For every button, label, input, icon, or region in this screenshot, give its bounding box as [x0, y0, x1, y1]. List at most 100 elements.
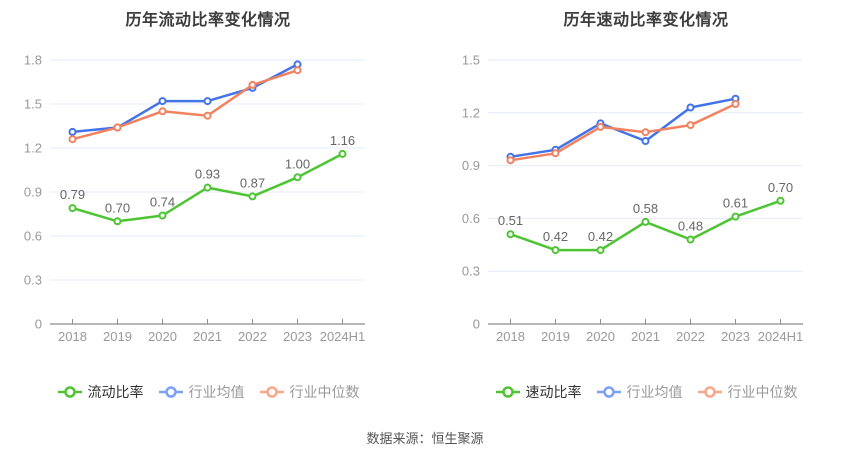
- svg-text:1.2: 1.2: [24, 141, 42, 156]
- series-line-1: [68, 60, 302, 136]
- line-circle-marker-icon: [495, 386, 520, 398]
- series-line-1: [506, 94, 740, 161]
- data-point-marker: [113, 217, 122, 226]
- data-source-note: 数据来源：恒生聚源: [366, 431, 484, 446]
- chart-legend: 速动比率 行业均值 行业中位数: [446, 381, 846, 403]
- legend-item-label: 流动比率: [87, 384, 144, 400]
- data-point-label: 0.87: [240, 175, 265, 190]
- svg-text:2020: 2020: [148, 329, 177, 344]
- data-point-label: 0.51: [498, 213, 523, 228]
- data-point-marker: [686, 103, 695, 112]
- svg-text:0.9: 0.9: [462, 158, 480, 173]
- chart-title: 历年流动比率变化情况: [125, 12, 291, 29]
- chart-legend: 流动比率 行业均值 行业中位数: [8, 381, 408, 403]
- legend-item-label: 行业中位数: [727, 384, 798, 400]
- chart-title: 历年速动比率变化情况: [563, 12, 729, 29]
- line-circle-marker-icon: [158, 386, 183, 398]
- svg-text:0.6: 0.6: [24, 229, 42, 244]
- data-point-label: 0.42: [588, 229, 613, 244]
- svg-text:0.9: 0.9: [24, 185, 42, 200]
- data-point-marker: [158, 211, 167, 220]
- svg-text:2020: 2020: [586, 329, 615, 344]
- svg-text:2024H1: 2024H1: [758, 329, 804, 344]
- svg-text:0.3: 0.3: [462, 264, 480, 279]
- data-point-label: 1.16: [330, 133, 355, 148]
- data-point-marker: [641, 137, 650, 145]
- y-axis: 0 0.3 0.6 0.9 1.2 1.5: [462, 53, 803, 332]
- data-point-marker: [338, 149, 347, 158]
- data-point-marker: [158, 97, 167, 106]
- data-point-marker: [113, 123, 122, 132]
- legend-item-industry-mean[interactable]: 行业均值: [158, 385, 245, 399]
- line-circle-marker-icon: [259, 386, 284, 398]
- svg-text:2018: 2018: [58, 329, 87, 344]
- current-ratio-chart-panel: 0 0.3 0.6 0.9 1.2 1.5 1.8 2018 2019 2020 2021 2022 2…: [0, 0, 425, 420]
- data-point-marker: [248, 192, 257, 201]
- legend-item-label: 速动比率: [525, 384, 582, 400]
- data-point-label: 0.93: [195, 167, 220, 182]
- data-point-marker: [248, 80, 257, 89]
- data-point-marker: [506, 230, 515, 239]
- data-point-marker: [203, 183, 212, 192]
- data-point-marker: [641, 217, 650, 226]
- svg-text:2023: 2023: [283, 329, 312, 344]
- data-point-marker: [68, 135, 77, 144]
- svg-text:2023: 2023: [721, 329, 750, 344]
- legend-item-label: 行业均值: [188, 384, 245, 400]
- svg-text:2021: 2021: [193, 329, 222, 344]
- svg-text:2022: 2022: [238, 329, 267, 344]
- svg-text:2019: 2019: [541, 329, 570, 344]
- svg-text:0.6: 0.6: [462, 211, 480, 226]
- data-point-label: 0.48: [678, 219, 703, 234]
- data-point-marker: [158, 107, 167, 116]
- data-point-marker: [551, 246, 560, 255]
- y-axis: 0 0.3 0.6 0.9 1.2 1.5 1.8: [24, 53, 365, 332]
- data-point-marker: [293, 66, 302, 75]
- svg-text:1.5: 1.5: [24, 97, 42, 112]
- data-point-marker: [68, 204, 77, 213]
- svg-text:1.5: 1.5: [462, 53, 480, 68]
- legend-item-current-ratio[interactable]: 流动比率: [57, 385, 144, 399]
- svg-text:2018: 2018: [496, 329, 525, 344]
- svg-text:0: 0: [473, 317, 480, 332]
- data-point-label: 0.42: [543, 229, 568, 244]
- data-point-marker: [506, 156, 515, 165]
- data-point-label: 0.74: [150, 195, 175, 210]
- data-point-marker: [731, 100, 740, 108]
- data-point-label: 1.00: [285, 156, 310, 171]
- svg-text:0.3: 0.3: [24, 273, 42, 288]
- data-point-marker: [596, 246, 605, 255]
- legend-item-industry-median[interactable]: 行业中位数: [697, 385, 798, 399]
- line-circle-marker-icon: [57, 386, 82, 398]
- series-line-2: [68, 66, 302, 144]
- legend-item-industry-median[interactable]: 行业中位数: [259, 385, 360, 399]
- svg-text:2019: 2019: [103, 329, 132, 344]
- data-point-marker: [203, 111, 212, 120]
- data-point-marker: [731, 212, 740, 221]
- legend-item-label: 行业均值: [626, 384, 683, 400]
- data-point-label: 0.61: [723, 196, 748, 211]
- svg-text:1.8: 1.8: [24, 53, 42, 68]
- line-circle-marker-icon: [697, 386, 722, 398]
- data-point-label: 0.70: [105, 200, 130, 215]
- quick-ratio-chart-panel: 0 0.3 0.6 0.9 1.2 1.5 2018 2019 2020 2021 2022 2023…: [425, 0, 850, 420]
- x-axis: 2018 2019 2020 2021 2022 2023 2024H1: [488, 319, 803, 344]
- data-point-marker: [641, 128, 650, 137]
- data-point-label: 0.79: [60, 187, 85, 202]
- legend-item-quick-ratio[interactable]: 速动比率: [495, 385, 582, 399]
- data-point-marker: [293, 173, 302, 182]
- data-point-label: 0.58: [633, 201, 658, 216]
- data-point-marker: [686, 121, 695, 130]
- legend-item-industry-mean[interactable]: 行业均值: [596, 385, 683, 399]
- line-circle-marker-icon: [596, 386, 621, 398]
- data-point-label: 0.70: [768, 180, 793, 195]
- x-axis: 2018 2019 2020 2021 2022 2023 2024H1: [50, 319, 365, 344]
- data-point-marker: [686, 235, 695, 244]
- svg-text:2022: 2022: [676, 329, 705, 344]
- data-point-marker: [68, 127, 77, 136]
- svg-text:1.2: 1.2: [462, 105, 480, 120]
- svg-text:2024H1: 2024H1: [320, 329, 366, 344]
- svg-text:0: 0: [35, 317, 42, 332]
